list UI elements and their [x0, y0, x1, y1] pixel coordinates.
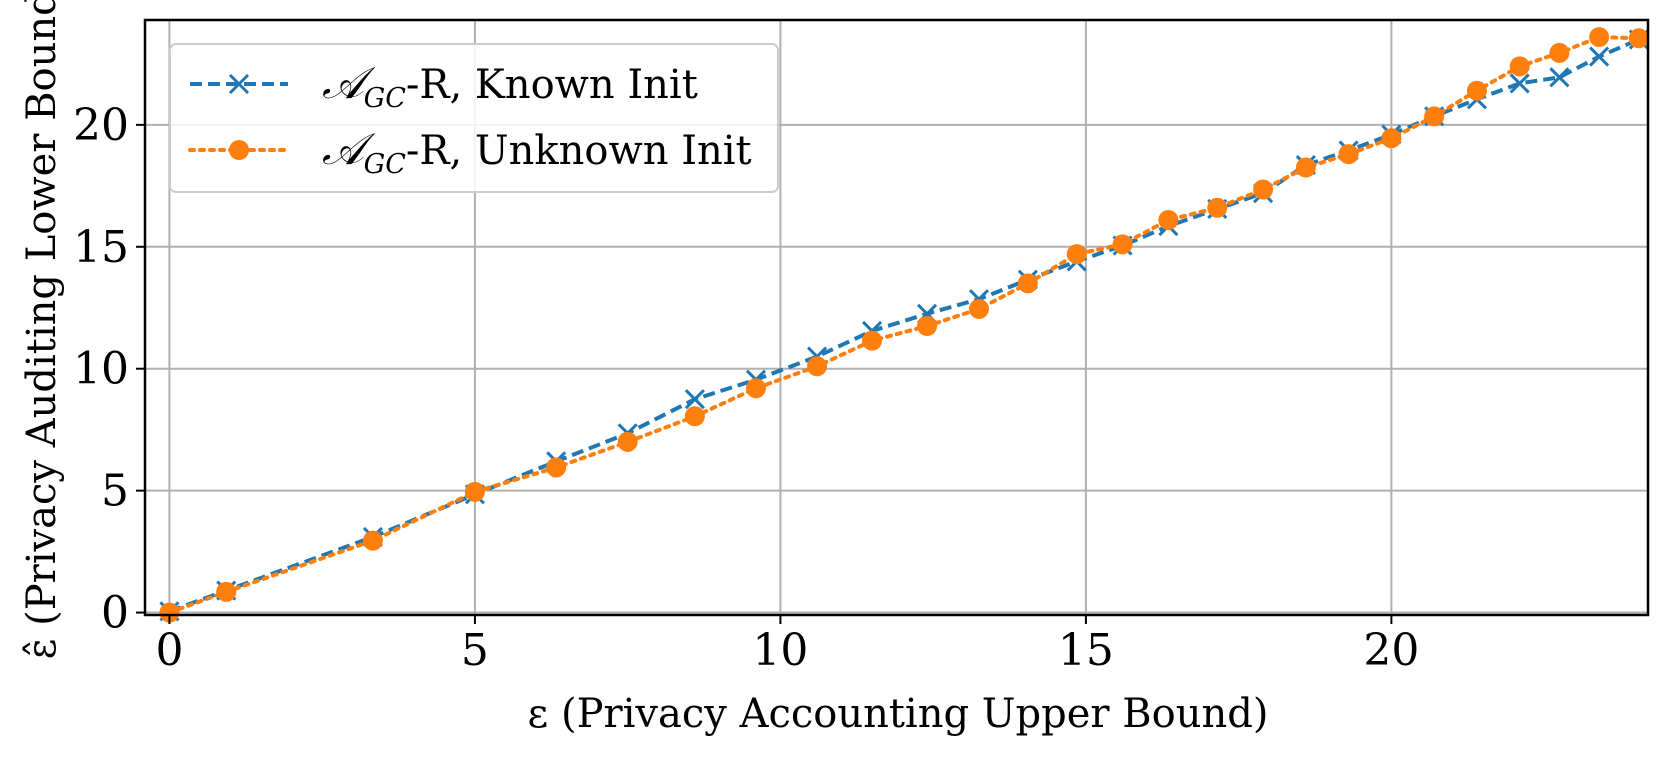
data-point — [1338, 144, 1359, 165]
x-tick-label: 15 — [1058, 625, 1114, 676]
data-point — [1066, 244, 1087, 265]
data-point — [684, 406, 705, 427]
data-point — [1158, 209, 1179, 230]
x-tick-label: 20 — [1363, 625, 1419, 676]
y-tick-label: 20 — [73, 100, 129, 151]
tick-layer: 0 5 10 15 20 0 5 10 15 20 — [73, 100, 1419, 676]
y-tick-label: 5 — [101, 466, 129, 517]
x-tick-label: 5 — [461, 625, 489, 676]
data-point — [1509, 56, 1530, 77]
data-point — [362, 530, 383, 551]
legend-item: 𝒜GC-R, Known Init — [190, 58, 698, 114]
series-1 — [159, 27, 1649, 623]
data-point — [546, 457, 567, 478]
data-point — [1509, 73, 1530, 94]
data-point — [159, 602, 180, 623]
legend-marker — [228, 73, 250, 95]
data-point — [216, 581, 237, 602]
data-point — [1381, 128, 1402, 149]
legend-box — [169, 43, 779, 193]
y-tick-label: 10 — [73, 344, 129, 395]
data-point — [617, 431, 638, 452]
data-point — [1549, 67, 1570, 88]
data-point — [1589, 27, 1610, 48]
y-axis-label: ε̂ (Privacy Auditing Lower Bound) — [19, 0, 65, 659]
data-point — [1424, 106, 1445, 127]
legend-label: 𝒜GC-R, Known Init — [322, 58, 698, 114]
data-point — [862, 330, 883, 351]
plot-frame — [143, 18, 1650, 617]
data-point — [1628, 28, 1649, 49]
data-point — [1253, 179, 1274, 200]
data-point — [684, 389, 705, 410]
x-tick-label: 0 — [155, 625, 183, 676]
data-point — [1549, 42, 1570, 63]
grid-layer — [145, 20, 1648, 615]
data-point — [1017, 273, 1038, 294]
data-point — [917, 316, 938, 337]
x-axis-label: ε (Privacy Accounting Upper Bound) — [528, 691, 1269, 737]
data-point — [745, 378, 766, 399]
y-tick-label: 15 — [73, 222, 129, 273]
series-layer — [159, 27, 1649, 623]
x-tick-label: 10 — [752, 625, 808, 676]
data-point — [1589, 46, 1610, 67]
data-point — [1112, 234, 1133, 255]
data-point — [807, 356, 828, 377]
data-point — [1207, 197, 1228, 218]
data-point — [968, 298, 989, 319]
data-point — [1295, 157, 1316, 178]
y-tick-label: 0 — [101, 588, 129, 639]
legend-marker — [229, 140, 249, 160]
data-point — [464, 481, 485, 502]
data-point — [1466, 80, 1487, 101]
